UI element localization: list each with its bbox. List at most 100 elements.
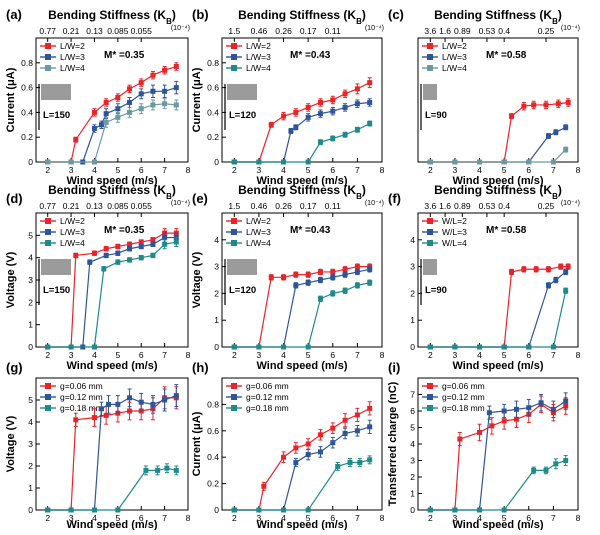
data-point (427, 344, 433, 350)
data-point (73, 137, 79, 143)
data-point (305, 507, 311, 513)
data-point (281, 454, 287, 460)
data-point (521, 103, 527, 109)
y-tick-label: 3 (28, 439, 33, 449)
data-point (91, 109, 97, 115)
chart-title: Bending Stiffness (KB) (48, 183, 176, 201)
x-tick-label: 3 (257, 513, 262, 523)
legend-swatch-marker (45, 240, 51, 246)
data-point (501, 344, 507, 350)
data-point (501, 159, 507, 165)
y-tick-label: 0 (214, 342, 219, 352)
data-point (330, 269, 336, 275)
top-axis-tick-label: 0.53 (479, 201, 496, 211)
inset-length-label: L=120 (229, 110, 256, 121)
chart-title: Bending Stiffness (KB) (238, 183, 366, 201)
y-tick-label: 0 (410, 342, 415, 352)
top-axis-tick-label: 0.13 (86, 201, 103, 211)
data-point (354, 127, 360, 133)
data-point (293, 109, 299, 115)
legend-label: g=0.18 mm (60, 403, 103, 413)
top-axis-tick-label: 0.17 (300, 26, 317, 36)
data-point (231, 344, 237, 350)
inset-film (227, 259, 257, 275)
data-point (256, 507, 262, 513)
data-point (162, 67, 168, 73)
data-point (317, 99, 323, 105)
panel-label: (d) (6, 191, 23, 206)
data-point (427, 159, 433, 165)
data-point (105, 401, 111, 407)
data-point (87, 259, 93, 265)
x-tick-label: 5 (306, 350, 311, 360)
top-axis-exponent: (10⁻⁴) (561, 25, 580, 32)
data-point (305, 280, 311, 286)
data-point (164, 465, 170, 471)
top-axis-tick-label: 1.6 (439, 201, 451, 211)
data-point (293, 272, 299, 278)
top-axis-tick-label: 0.21 (63, 201, 80, 211)
data-point (173, 85, 179, 91)
data-point (367, 121, 373, 127)
top-axis-tick-label: 0.46 (251, 201, 268, 211)
y-tick-label: 0 (28, 157, 33, 167)
inset-length-label: L=90 (425, 285, 447, 296)
panel-g: (g) 2 3 4 5 6 7 8 Wind speed (m/s) 0 1 2 3 4 5 Voltage … (5, 360, 191, 531)
data-point (45, 159, 51, 165)
legend-swatch-marker (45, 218, 51, 224)
legend-label: L/W=2 (60, 41, 85, 51)
x-tick-label: 4 (281, 165, 286, 175)
data-point (155, 467, 161, 473)
top-axis-tick-label: 0.4 (498, 26, 510, 36)
y-axis-label: Current (μA) (5, 67, 17, 132)
data-point (563, 124, 569, 130)
data-point (545, 266, 551, 272)
data-point (173, 102, 179, 108)
top-axis-exponent: (10⁻⁴) (171, 25, 190, 32)
inset-length-label: L=150 (43, 285, 70, 296)
x-tick-label: 4 (477, 350, 482, 360)
x-tick-label: 7 (355, 350, 360, 360)
data-point (545, 282, 551, 288)
legend-label: L/W=3 (246, 52, 271, 62)
legend-swatch-marker (231, 383, 237, 389)
top-axis-tick-label: 0.26 (275, 201, 292, 211)
y-tick-label: 3 (214, 262, 219, 272)
top-axis-tick-label: 3.6 (424, 26, 436, 36)
y-axis-label: Voltage (V) (191, 251, 203, 308)
data-point (91, 507, 97, 513)
y-tick-label: 4 (410, 235, 415, 245)
data-point (354, 282, 360, 288)
y-tick-label: 0.6 (207, 426, 219, 436)
data-point (367, 280, 373, 286)
y-tick-label: 0 (214, 157, 219, 167)
data-point (127, 257, 133, 263)
series-line (234, 123, 370, 163)
x-tick-label: 5 (115, 165, 120, 175)
data-point (563, 458, 569, 463)
x-tick-label: 2 (232, 165, 237, 175)
data-point (501, 408, 507, 414)
data-point (513, 406, 519, 412)
series-line (430, 403, 566, 511)
data-point (281, 113, 287, 119)
inset-length-label: L=120 (229, 285, 256, 296)
data-point (127, 408, 133, 414)
legend-label: g=0.18 mm (442, 403, 485, 413)
panel-label: (i) (388, 360, 400, 375)
top-axis-tick-label: 0.11 (325, 201, 341, 211)
data-point (317, 432, 323, 438)
y-tick-label: 1 (410, 489, 415, 499)
data-point (317, 277, 323, 283)
data-point (173, 64, 179, 70)
legend-label: W/L=3 (442, 227, 467, 237)
legend-swatch-marker (427, 43, 433, 49)
panel-label: (g) (6, 360, 23, 375)
series-line (430, 266, 569, 348)
y-axis-label: Voltage (V) (5, 415, 17, 472)
data-point (342, 91, 348, 97)
legend-label: L/W=4 (246, 238, 271, 248)
x-tick-label: 7 (551, 350, 556, 360)
x-axis-label: Wind speed (m/s) (67, 519, 158, 530)
